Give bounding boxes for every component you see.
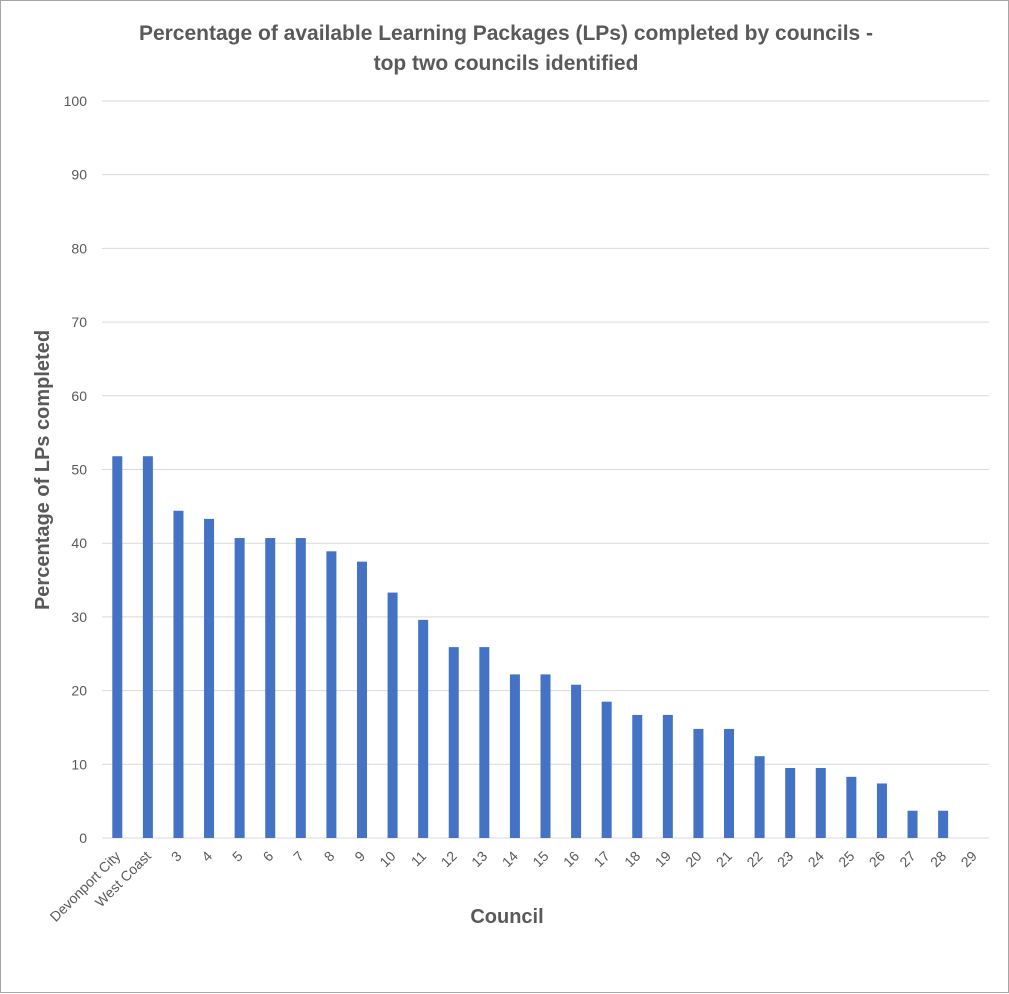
bar-25 <box>846 776 857 838</box>
bar-21 <box>724 728 735 838</box>
x-tick-label: 10 <box>376 848 398 870</box>
x-tick-label: 15 <box>529 848 551 870</box>
x-tick-label: 18 <box>621 848 643 870</box>
bar-28 <box>938 810 949 838</box>
x-tick-label: 4 <box>198 848 215 865</box>
x-tick-label: 5 <box>229 848 246 865</box>
bar-11 <box>418 619 429 838</box>
x-tick-label: 27 <box>896 848 918 870</box>
y-tick-label: 0 <box>79 830 87 846</box>
bar-22 <box>754 756 765 838</box>
y-tick-label: 40 <box>71 535 87 551</box>
bar-14 <box>509 674 520 838</box>
y-tick-label: 70 <box>71 314 87 330</box>
x-tick-label: 13 <box>468 848 490 870</box>
y-tick-label: 60 <box>71 388 87 404</box>
y-tick-label: 50 <box>71 462 87 478</box>
bar-12 <box>448 647 459 838</box>
bar-10 <box>387 592 398 838</box>
bar-13 <box>479 647 490 838</box>
y-tick-label: 100 <box>64 93 88 109</box>
bar-26 <box>876 783 887 838</box>
y-tick-label: 80 <box>71 240 87 256</box>
x-tick-label: 9 <box>351 848 368 865</box>
x-tick-label: 6 <box>260 848 277 865</box>
bar-4 <box>204 518 215 838</box>
x-tick-label: 28 <box>927 848 949 870</box>
chart-title-line-2: top two councils identified <box>374 52 639 75</box>
x-axis-title: Council <box>470 906 543 928</box>
bar-16 <box>571 684 582 838</box>
bar-3 <box>173 510 184 838</box>
x-tick-label: 20 <box>682 848 704 870</box>
y-axis-title: Percentage of LPs completed <box>32 330 54 610</box>
y-tick-label: 30 <box>71 609 87 625</box>
x-tick-label: 12 <box>438 848 460 870</box>
bar-20 <box>693 728 704 838</box>
x-tick-label: 11 <box>408 848 430 870</box>
x-tick-label: 21 <box>713 848 735 870</box>
bar-8 <box>326 551 337 838</box>
bar-west-coast <box>142 456 153 838</box>
bar-17 <box>601 701 612 838</box>
x-tick-label: 7 <box>290 848 307 865</box>
y-tick-label: 10 <box>71 756 87 772</box>
bar-23 <box>785 767 796 838</box>
bar-19 <box>662 714 673 838</box>
x-tick-label: 25 <box>835 848 857 870</box>
bar-24 <box>815 767 826 838</box>
x-tick-label: 23 <box>774 848 796 870</box>
bar-27 <box>907 810 918 838</box>
x-tick-label: 19 <box>652 848 674 870</box>
bar-15 <box>540 674 551 838</box>
chart-title-line-1: Percentage of available Learning Package… <box>139 22 873 45</box>
x-tick-label: 3 <box>168 848 185 865</box>
x-tick-label: 26 <box>866 848 888 870</box>
x-tick-label: 22 <box>743 848 765 870</box>
x-tick-label: 17 <box>590 848 612 870</box>
x-tick-label: 14 <box>499 848 521 870</box>
x-tick-label: 16 <box>560 848 582 870</box>
x-tick-label: 24 <box>805 848 827 870</box>
bar-18 <box>632 714 643 838</box>
y-tick-label: 20 <box>71 683 87 699</box>
bar-9 <box>356 561 367 838</box>
y-tick-label: 90 <box>71 167 87 183</box>
bar-5 <box>234 538 245 838</box>
bar-devonport-city <box>112 456 123 838</box>
x-tick-label: 8 <box>321 848 338 865</box>
bar-6 <box>265 538 276 838</box>
x-tick-label: 29 <box>957 848 979 870</box>
bar-7 <box>295 538 306 838</box>
